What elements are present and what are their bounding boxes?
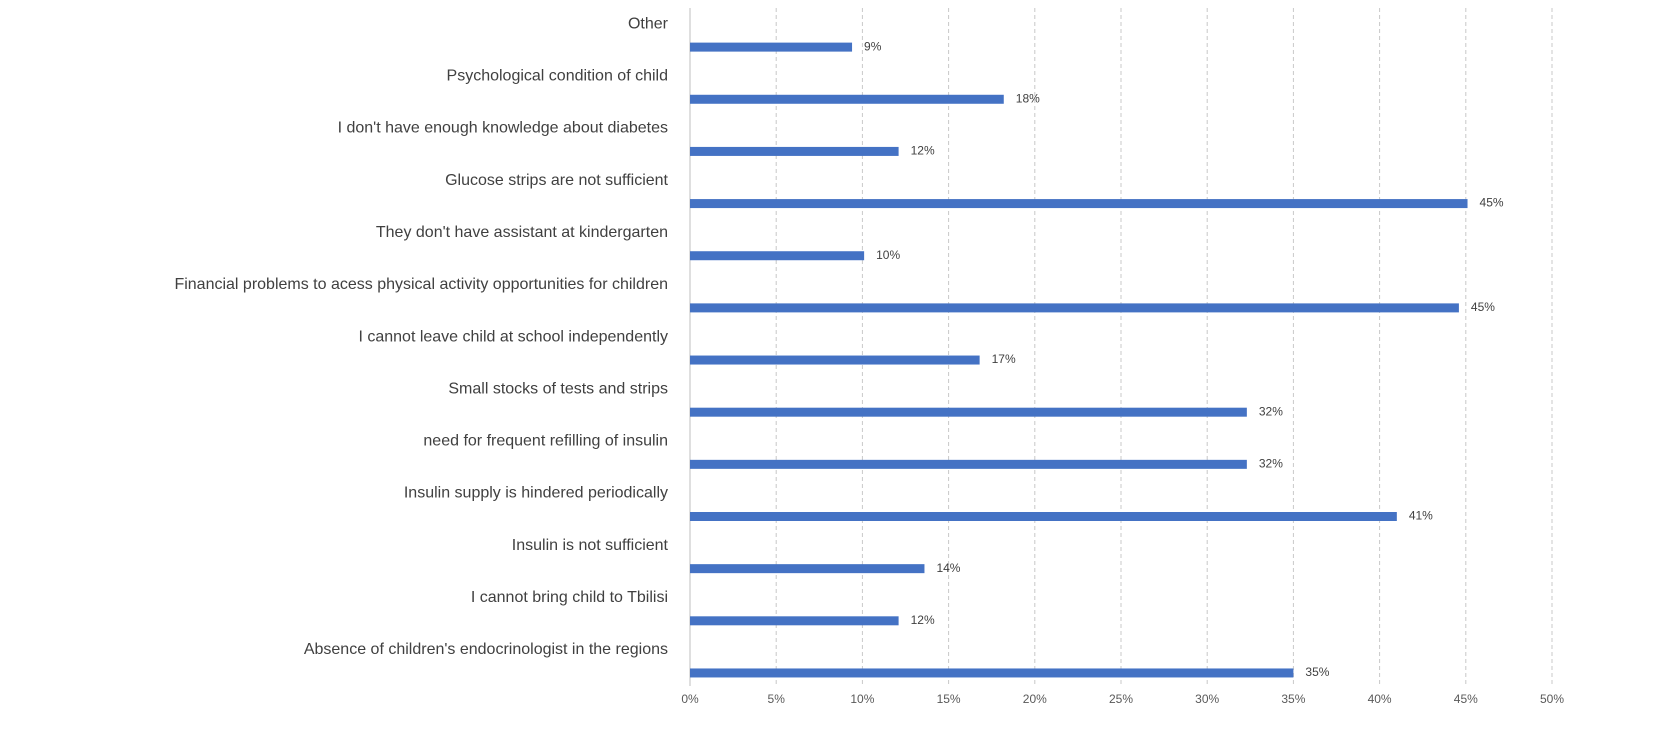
- x-tick-label: 0%: [681, 692, 699, 706]
- value-label: 45%: [1471, 300, 1495, 314]
- category-label: Absence of children's endocrinologist in…: [304, 641, 668, 658]
- value-label: 17%: [992, 352, 1016, 366]
- value-label: 9%: [864, 39, 882, 53]
- x-tick-label: 50%: [1540, 692, 1564, 706]
- category-label: need for frequent refilling of insulin: [423, 433, 668, 450]
- bar: [690, 42, 853, 52]
- category-label: Insulin supply is hindered periodically: [404, 485, 668, 502]
- value-label: 32%: [1259, 404, 1283, 418]
- value-label: 35%: [1305, 665, 1329, 679]
- value-label: 10%: [876, 248, 900, 262]
- x-tick-label: 5%: [768, 692, 786, 706]
- bar: [690, 564, 925, 574]
- category-label: They don't have assistant at kindergarte…: [376, 224, 668, 241]
- bar: [690, 668, 1294, 678]
- bar: [690, 199, 1468, 209]
- value-label: 45%: [1480, 196, 1504, 210]
- bar: [690, 355, 980, 365]
- value-label: 32%: [1259, 457, 1283, 471]
- bar: [690, 146, 899, 156]
- value-label: 12%: [911, 144, 935, 158]
- x-tick-label: 30%: [1195, 692, 1219, 706]
- x-tick-label: 20%: [1023, 692, 1047, 706]
- x-tick-label: 15%: [937, 692, 961, 706]
- category-label: Financial problems to acess physical act…: [174, 276, 668, 293]
- category-label: Small stocks of tests and strips: [448, 380, 668, 397]
- value-label: 18%: [1016, 91, 1040, 105]
- category-label: Glucose strips are not sufficient: [445, 172, 668, 189]
- value-label: 14%: [936, 561, 960, 575]
- x-tick-label: 40%: [1368, 692, 1392, 706]
- value-label: 41%: [1409, 509, 1433, 523]
- x-tick-label: 25%: [1109, 692, 1133, 706]
- x-tick-label: 10%: [850, 692, 874, 706]
- value-label: 12%: [911, 613, 935, 627]
- x-tick-label: 45%: [1454, 692, 1478, 706]
- bar: [690, 407, 1247, 417]
- x-tick-label: 35%: [1281, 692, 1305, 706]
- bar: [690, 251, 865, 261]
- category-label: I don't have enough knowledge about diab…: [338, 120, 668, 137]
- category-label: Psychological condition of child: [447, 67, 668, 84]
- bar: [690, 616, 899, 626]
- category-label: Other: [628, 15, 669, 32]
- bar: [690, 512, 1397, 521]
- bar: [690, 94, 1004, 104]
- bar: [690, 303, 1459, 313]
- category-label: Insulin is not sufficient: [512, 537, 669, 554]
- category-label: I cannot bring child to Tbilisi: [471, 589, 668, 606]
- bar: [690, 459, 1247, 469]
- category-label: I cannot leave child at school independe…: [358, 328, 668, 345]
